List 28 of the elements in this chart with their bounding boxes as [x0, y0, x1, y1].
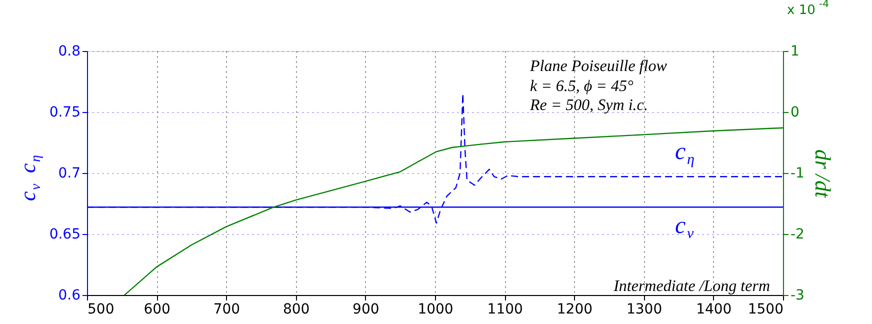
x-tick-label: 500 [88, 302, 114, 318]
y2-tick-label: 1 [790, 44, 800, 60]
annotation: Plane Poiseuille flow [529, 58, 668, 75]
annotation: Re = 500, Sym i.c. [529, 97, 648, 114]
y2-tick-label: -3 [790, 288, 804, 304]
y2-tick-label: 0 [790, 104, 800, 120]
x-tick-label: 800 [282, 302, 310, 318]
annotation: k = 6.5, ϕ = 45° [530, 78, 634, 95]
y-axis-title: cv cη [15, 155, 44, 201]
x-tick-label: 1400 [696, 302, 732, 318]
y2-axis-title: dr /dt [810, 149, 836, 199]
y2-tick-label: -2 [790, 226, 804, 242]
y-tick-label: 0.65 [49, 226, 80, 242]
x-tick-label: 1200 [556, 302, 593, 318]
x-tick-label: 1300 [626, 302, 662, 318]
x-tick-label: 700 [213, 302, 240, 318]
y-tick-label: 0.8 [58, 44, 80, 60]
x-tick-label: 1500 [748, 302, 784, 318]
y-tick-label: 0.7 [58, 166, 80, 182]
x-tick-label: 1000 [418, 302, 454, 318]
annotation: Intermediate /Long term [612, 278, 770, 295]
x-tick-label: 600 [144, 302, 170, 318]
y2-tick-label: -1 [790, 166, 804, 182]
text: x 10-4 [787, 0, 829, 18]
y-tick-label: 0.6 [58, 288, 81, 304]
x-tick-label: 900 [352, 302, 380, 318]
y-tick-label: 0.75 [49, 104, 80, 120]
x-tick-label: 1100 [487, 302, 523, 318]
